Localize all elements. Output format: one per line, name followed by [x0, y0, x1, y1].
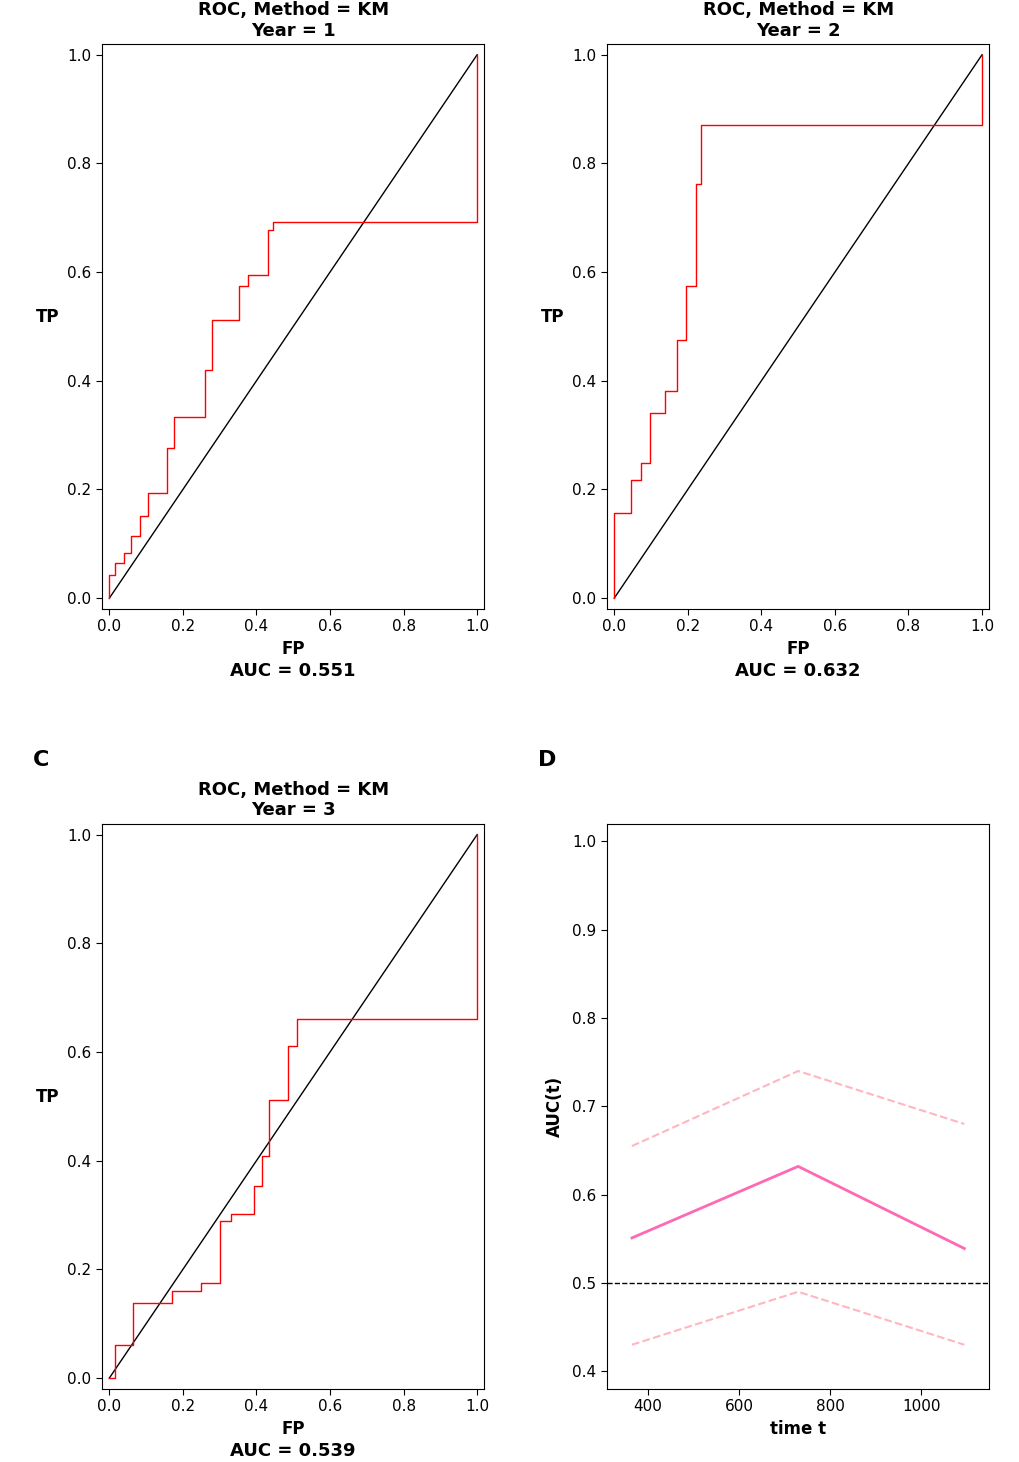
X-axis label: FP: FP	[281, 1420, 305, 1437]
Text: AUC = 0.632: AUC = 0.632	[735, 662, 860, 680]
Text: AUC = 0.539: AUC = 0.539	[230, 1442, 356, 1459]
Text: D: D	[538, 750, 556, 770]
Y-axis label: TP: TP	[36, 1088, 59, 1107]
Y-axis label: TP: TP	[36, 308, 59, 326]
Title: ROC, Method = KM
Year = 3: ROC, Method = KM Year = 3	[198, 781, 388, 819]
Text: C: C	[34, 750, 50, 770]
X-axis label: time t: time t	[769, 1420, 825, 1437]
X-axis label: FP: FP	[281, 640, 305, 658]
Y-axis label: AUC(t): AUC(t)	[545, 1076, 564, 1137]
Y-axis label: TP: TP	[540, 308, 564, 326]
Title: ROC, Method = KM
Year = 2: ROC, Method = KM Year = 2	[702, 0, 893, 39]
Text: AUC = 0.551: AUC = 0.551	[230, 662, 356, 680]
Title: ROC, Method = KM
Year = 1: ROC, Method = KM Year = 1	[198, 0, 388, 39]
X-axis label: FP: FP	[786, 640, 809, 658]
